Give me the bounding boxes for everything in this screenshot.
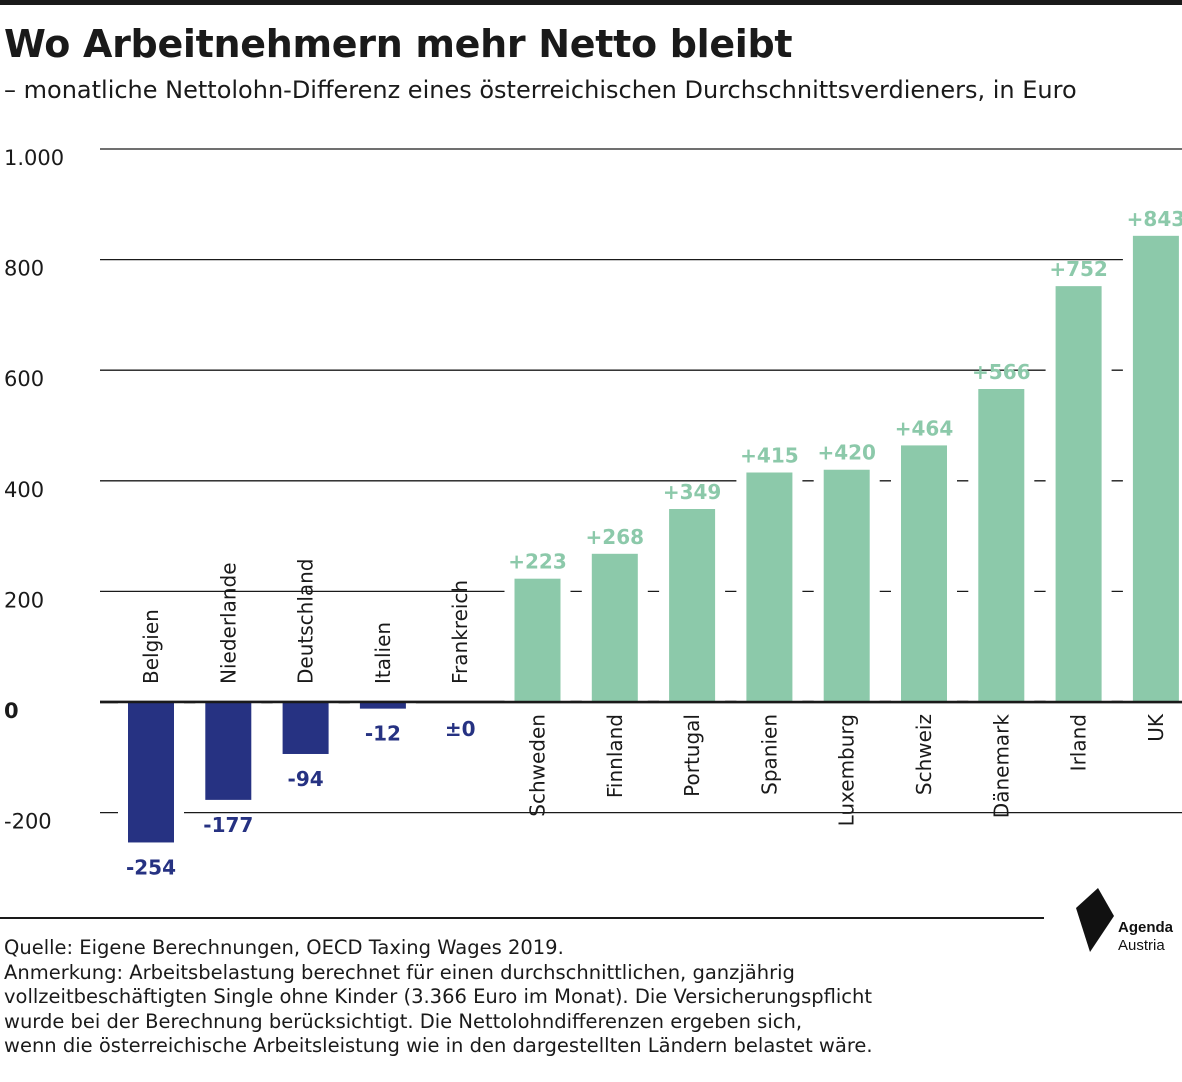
data-label: -12 (365, 722, 401, 746)
y-tick-label: 1.000 (4, 146, 64, 170)
category-label: Niederlande (216, 562, 240, 684)
y-tick-label: 600 (4, 367, 44, 391)
data-label: +223 (508, 550, 567, 574)
logo-text-line2: Austria (1118, 937, 1165, 954)
data-label: +420 (817, 441, 876, 465)
data-label: -94 (288, 767, 324, 791)
chart-title: Wo Arbeitnehmern mehr Netto bleibt (4, 22, 793, 66)
bar (128, 702, 174, 843)
bar (591, 553, 638, 702)
bar (1132, 235, 1179, 703)
data-label: +415 (740, 444, 799, 468)
bar (282, 702, 329, 754)
bar (1055, 286, 1102, 702)
data-label: +843 (1127, 207, 1182, 231)
bar (359, 702, 406, 709)
annotation-line: wenn die österreichische Arbeitsleistung… (4, 1034, 873, 1057)
y-tick-label: -200 (4, 810, 52, 834)
category-label: Finnland (603, 714, 627, 798)
chart-subtitle: – monatliche Nettolohn-Differenz eines ö… (4, 76, 1077, 104)
y-tick-label: 400 (4, 478, 44, 502)
category-label: Dänemark (989, 714, 1013, 819)
category-label: Irland (1067, 714, 1091, 771)
data-label: -254 (126, 855, 176, 879)
annotation-line: vollzeitbeschäftigten Single ohne Kinder… (4, 985, 873, 1008)
category-label: Luxemburg (835, 714, 859, 826)
category-label: Italien (371, 622, 395, 684)
data-label: +464 (895, 416, 954, 440)
category-label: Frankreich (448, 580, 472, 684)
y-tick-label: 200 (4, 588, 44, 612)
category-label: Schweden (526, 714, 550, 817)
bar (978, 389, 1025, 702)
annotation-line: wurde bei der Berechnung berücksichtigt.… (4, 1009, 803, 1033)
logo-text-line1: Agenda (1118, 919, 1174, 936)
data-label: +566 (972, 360, 1031, 384)
data-label: +752 (1049, 257, 1108, 281)
category-label: Portugal (680, 714, 704, 797)
y-tick-label: 0 (4, 699, 19, 723)
y-tick-label: 800 (4, 257, 44, 281)
bar (669, 509, 716, 702)
category-label: Schweiz (912, 714, 936, 795)
category-label: Belgien (139, 609, 163, 684)
bar (823, 469, 870, 702)
category-label: Spanien (757, 714, 781, 795)
data-label: +268 (586, 525, 645, 549)
bar (514, 578, 561, 702)
category-label: Deutschland (294, 559, 318, 685)
bar-chart: 1.000 800 600 400 200 0 -200 -254 Belgien -177 Nie… (4, 146, 1182, 879)
bar (901, 445, 947, 702)
agenda-austria-logo: Agenda Austria (1076, 888, 1174, 954)
bar (205, 702, 252, 800)
bottom-rule (0, 917, 1044, 919)
data-label: +349 (663, 480, 722, 504)
logo-mark-icon (1076, 888, 1114, 952)
category-label: UK (1144, 713, 1168, 742)
source-note: Quelle: Eigene Berechnungen, OECD Taxing… (4, 936, 564, 959)
data-label: -177 (203, 813, 253, 837)
bar (746, 472, 793, 702)
top-rule (0, 0, 1182, 5)
data-label: ±0 (445, 717, 476, 741)
footer: Quelle: Eigene Berechnungen, OECD Taxing… (4, 936, 1084, 1059)
annotation-line: Anmerkung: Arbeitsbelastung berechnet fü… (4, 960, 795, 984)
